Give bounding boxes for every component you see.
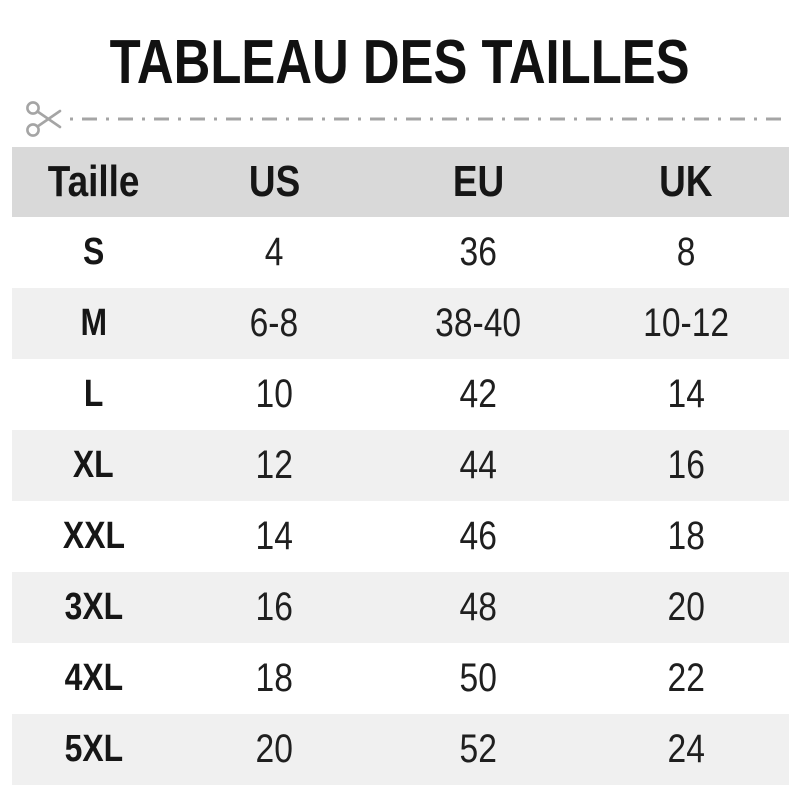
eu-cell: 42 (459, 372, 497, 416)
size-cell: 3XL (64, 586, 123, 628)
us-cell: 18 (255, 656, 293, 700)
uk-cell: 22 (667, 656, 705, 700)
us-cell: 4 (264, 230, 284, 274)
eu-cell: 44 (459, 443, 497, 487)
size-cell: XL (73, 444, 114, 486)
size-cell: M (80, 302, 107, 344)
uk-cell: 10-12 (643, 301, 729, 345)
us-cell: 14 (255, 514, 293, 558)
us-cell: 16 (255, 585, 293, 629)
table-row-xxl: XXL 14 46 18 (12, 501, 789, 572)
scissors-icon (26, 101, 62, 137)
eu-cell: 50 (459, 656, 497, 700)
table-row-xl: XL 12 44 16 (12, 430, 789, 501)
cut-line (26, 101, 782, 137)
uk-cell: 18 (667, 514, 705, 558)
us-cell: 10 (255, 372, 293, 416)
table-row-3xl: 3XL 16 48 20 (12, 572, 789, 643)
uk-cell: 24 (667, 727, 705, 771)
table-row-4xl: 4XL 18 50 22 (12, 643, 789, 714)
size-cell: L (83, 373, 104, 415)
table-row-5xl: 5XL 20 52 24 (12, 714, 789, 785)
us-cell: 6-8 (249, 301, 299, 345)
size-cell: S (82, 231, 105, 273)
us-cell: 20 (255, 727, 293, 771)
eu-cell: 46 (459, 514, 497, 558)
table-row-l: L 10 42 14 (12, 359, 789, 430)
table-row-s: S 4 36 8 (12, 217, 789, 288)
column-header-us: US (248, 157, 300, 206)
eu-cell: 36 (459, 230, 497, 274)
eu-cell: 38-40 (435, 301, 522, 345)
column-header-eu: EU (452, 157, 504, 206)
eu-cell: 48 (459, 585, 497, 629)
uk-cell: 14 (667, 372, 705, 416)
size-cell: 5XL (64, 728, 123, 770)
uk-cell: 8 (676, 230, 696, 274)
size-cell: XXL (62, 515, 125, 557)
table-row-m: M 6-8 38-40 10-12 (12, 288, 789, 359)
table-body: S 4 36 8 M 6-8 38-40 10-12 L 10 42 14 XL… (12, 217, 789, 785)
column-header-uk: UK (659, 157, 713, 206)
table-header-row: Taille US EU UK (12, 147, 789, 217)
uk-cell: 20 (667, 585, 705, 629)
uk-cell: 16 (667, 443, 705, 487)
page-title-text: TABLEAU DES TAILLES (110, 28, 690, 97)
size-cell: 4XL (64, 657, 123, 699)
page-title: TABLEAU DES TAILLES (0, 32, 800, 94)
column-header-taille: Taille (47, 157, 140, 206)
eu-cell: 52 (459, 727, 497, 771)
us-cell: 12 (255, 443, 293, 487)
size-table: Taille US EU UK S 4 36 8 M 6-8 38-40 10-… (12, 147, 789, 785)
